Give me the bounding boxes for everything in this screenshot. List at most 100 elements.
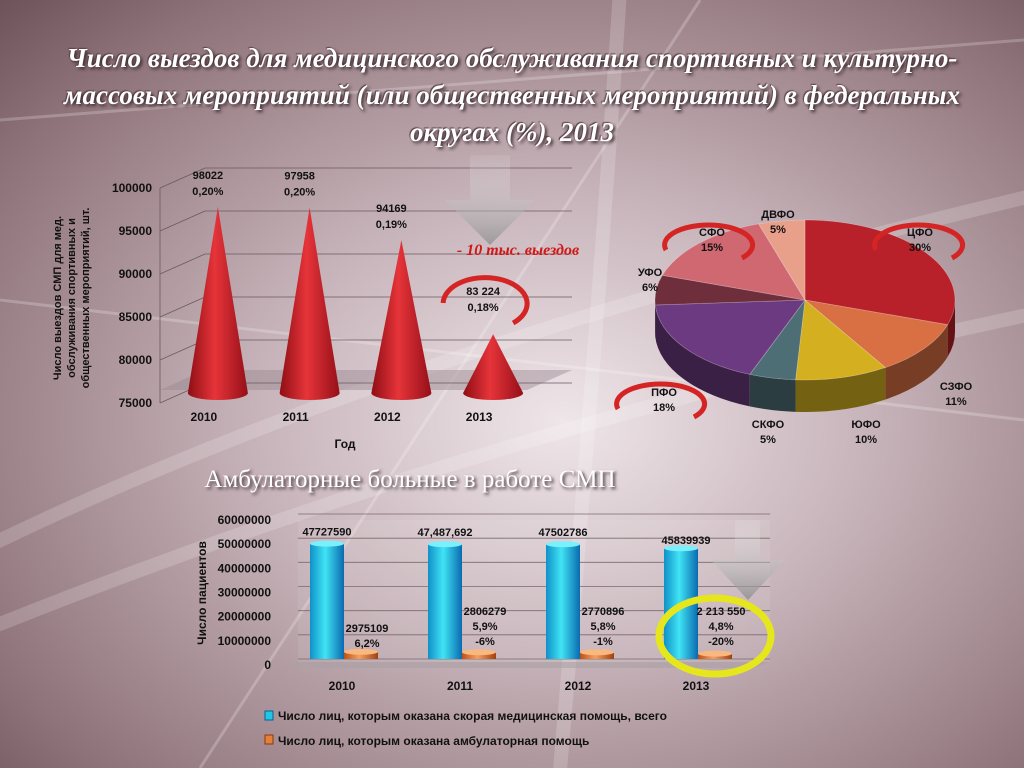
down-arrow-2: [711, 520, 785, 600]
highlight-ring-yellow: [655, 594, 775, 678]
down-arrow-1: [445, 155, 535, 245]
cone-value-label: 97958: [284, 171, 315, 183]
cone-chart-x-tick-label: 2011: [283, 410, 309, 424]
cone-chart-x-tick-label: 2012: [374, 410, 401, 424]
patients-chart-y-axis-title: Число пациентов: [195, 541, 209, 645]
patients-chart-y-tick-label: 0: [264, 658, 271, 672]
pie-slice-label: ЦФО: [907, 227, 933, 239]
pie-slice: [661, 223, 806, 301]
pie-slice: [803, 299, 949, 368]
bar-ambulatory-percent-label: 5,9%: [472, 621, 497, 633]
patients-chart-y-tick-label: 30000000: [218, 586, 272, 600]
cone-percent-label: 0,19%: [376, 219, 407, 231]
cone-chart-gridline-diag: [159, 210, 206, 232]
pie-slice-label: УФО: [638, 267, 663, 279]
pie-slice-side: [885, 324, 948, 400]
cone-chart-y-tick-label: 80000: [119, 353, 153, 367]
bar-ambulatory-change-label: -1%: [593, 636, 613, 648]
pie-slice-side: [947, 300, 955, 357]
cone-chart-y-tick-label: 90000: [119, 267, 153, 281]
cone-percent-label: 0,20%: [284, 187, 315, 199]
highlight-ring-red: [440, 275, 530, 326]
cone-percent-label: 0,20%: [192, 186, 223, 198]
patients-chart-x-tick-label: 2012: [565, 679, 592, 693]
pie-slice: [654, 299, 806, 375]
bar-ambulatory-percent-label: 4,8%: [708, 621, 733, 633]
pie-slice-label: ПФО: [651, 387, 677, 399]
pie-slice-label: СЗФО: [940, 381, 973, 393]
legend-swatch-total: [264, 710, 274, 721]
legend-swatch-ambulatory: [264, 734, 274, 745]
cone-chart-y-tick-label: 85000: [119, 310, 153, 324]
cone-chart-y-tick-label: 100000: [112, 181, 152, 195]
bar-total-value-label: 47,487,692: [417, 527, 472, 539]
patients-chart-x-tick-label: 2010: [329, 679, 356, 693]
slide-title: Число выездов для медицинского обслужива…: [64, 43, 960, 147]
patients-chart-y-tick-label: 40000000: [218, 561, 272, 575]
bar-ambulatory-value-label: 2770896: [582, 606, 625, 618]
bar-ambulatory-cap: [462, 649, 496, 656]
cone-chart-x-tick-label: 2013: [466, 410, 493, 424]
bar-ambulatory-percent-label: 5,8%: [590, 621, 615, 633]
bar-ambulatory: [580, 652, 614, 659]
pie-slice: [795, 299, 887, 381]
bar-total-cap: [546, 541, 580, 548]
patients-chart-y-tick-label: 50000000: [218, 537, 272, 551]
cone-chart-x-tick-label: 2010: [191, 410, 218, 424]
cone-chart-y-tick-label: 75000: [119, 396, 153, 410]
pie-slice-side: [749, 374, 796, 412]
pie-slice-percent: 10%: [855, 434, 877, 446]
bar-ambulatory: [462, 652, 496, 659]
pie-slice: [654, 274, 806, 306]
pie-slice: [749, 298, 806, 381]
bar-total-value-label: 47727590: [303, 527, 352, 539]
pie-slice-side: [795, 367, 886, 412]
pie-slice-label: ЮФО: [851, 419, 881, 431]
pie-slice-label: СФО: [699, 227, 725, 239]
bar-ambulatory-value-label: 2806279: [464, 606, 507, 618]
bar-ambulatory-cap: [344, 648, 378, 655]
cone-chart-x-axis-title: Год: [335, 437, 356, 451]
bar-ambulatory-cap: [580, 649, 614, 656]
pie-slice-side: [655, 305, 750, 407]
cone-percent-label: 0,18%: [468, 302, 499, 314]
cone-chart-gridline-diag: [159, 296, 206, 318]
pie-slice-percent: 18%: [653, 402, 675, 414]
highlight-ring-red: [614, 381, 708, 420]
pie-slice-label: СКФО: [752, 419, 785, 431]
bar-ambulatory-cap: [698, 650, 732, 657]
legend: Число лиц, которым оказана скорая медици…: [264, 709, 667, 748]
cone-mark: [371, 240, 432, 401]
bar-ambulatory-value-label: 2975109: [346, 623, 389, 635]
highlight-ring-red: [872, 222, 966, 261]
bar-total-cap: [310, 540, 344, 547]
cone-chart-y-tick-label: 95000: [119, 224, 153, 238]
bar-total-value-label: 45839939: [662, 535, 711, 547]
cone-chart-y-axis-title: Число выездов СМП для мед. обслуживания с…: [52, 208, 92, 389]
highlight-ring-red: [662, 222, 756, 261]
bar-ambulatory-change-label: -20%: [708, 636, 734, 648]
bar-total: [310, 543, 344, 659]
pie-slice: [757, 219, 806, 302]
pie-slice-percent: 5%: [760, 434, 776, 446]
legend-label-total: Число лиц, которым оказана скорая медици…: [278, 709, 667, 723]
cone-chart-annotation: - 10 тыс. выездов: [457, 242, 579, 259]
cone-chart-gridline-diag: [159, 167, 206, 189]
patients-chart-x-tick-label: 2011: [447, 679, 473, 693]
bar-total: [546, 544, 580, 659]
pie-slice-percent: 11%: [945, 396, 967, 408]
pie-slice-percent: 6%: [642, 282, 658, 294]
patients-chart-y-tick-label: 20000000: [218, 610, 272, 624]
cone-mark: [463, 334, 524, 400]
cone-mark: [279, 207, 340, 401]
bar-total-cap: [664, 545, 698, 552]
patients-chart-y-tick-label: 10000000: [218, 634, 272, 648]
bar-ambulatory-change-label: -6%: [475, 636, 495, 648]
pie-slice: [804, 219, 956, 326]
bar-ambulatory-percent-label: 6,2%: [354, 638, 379, 650]
pie-slice-percent: 5%: [770, 224, 786, 236]
bar-total: [428, 544, 462, 659]
